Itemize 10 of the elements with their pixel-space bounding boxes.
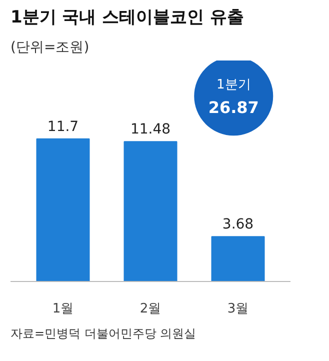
text: 자료=민병덕 더불어민주당 의원실 (10, 326, 196, 340)
data-label: 11.48 (130, 122, 171, 138)
x-tick-label: 3월 (227, 302, 249, 316)
x-tick-label: 1월 (52, 302, 74, 316)
chart-title: 1분기 국내 스테이블코인 유출 (10, 8, 244, 28)
chart-subtitle: (단위=조원) (10, 40, 90, 56)
x-tick-label: 2월 (140, 302, 162, 316)
data-label: 3.68 (222, 216, 254, 233)
data-label: 11.7 (47, 118, 79, 135)
text: 1분기 26.87 (208, 78, 259, 118)
